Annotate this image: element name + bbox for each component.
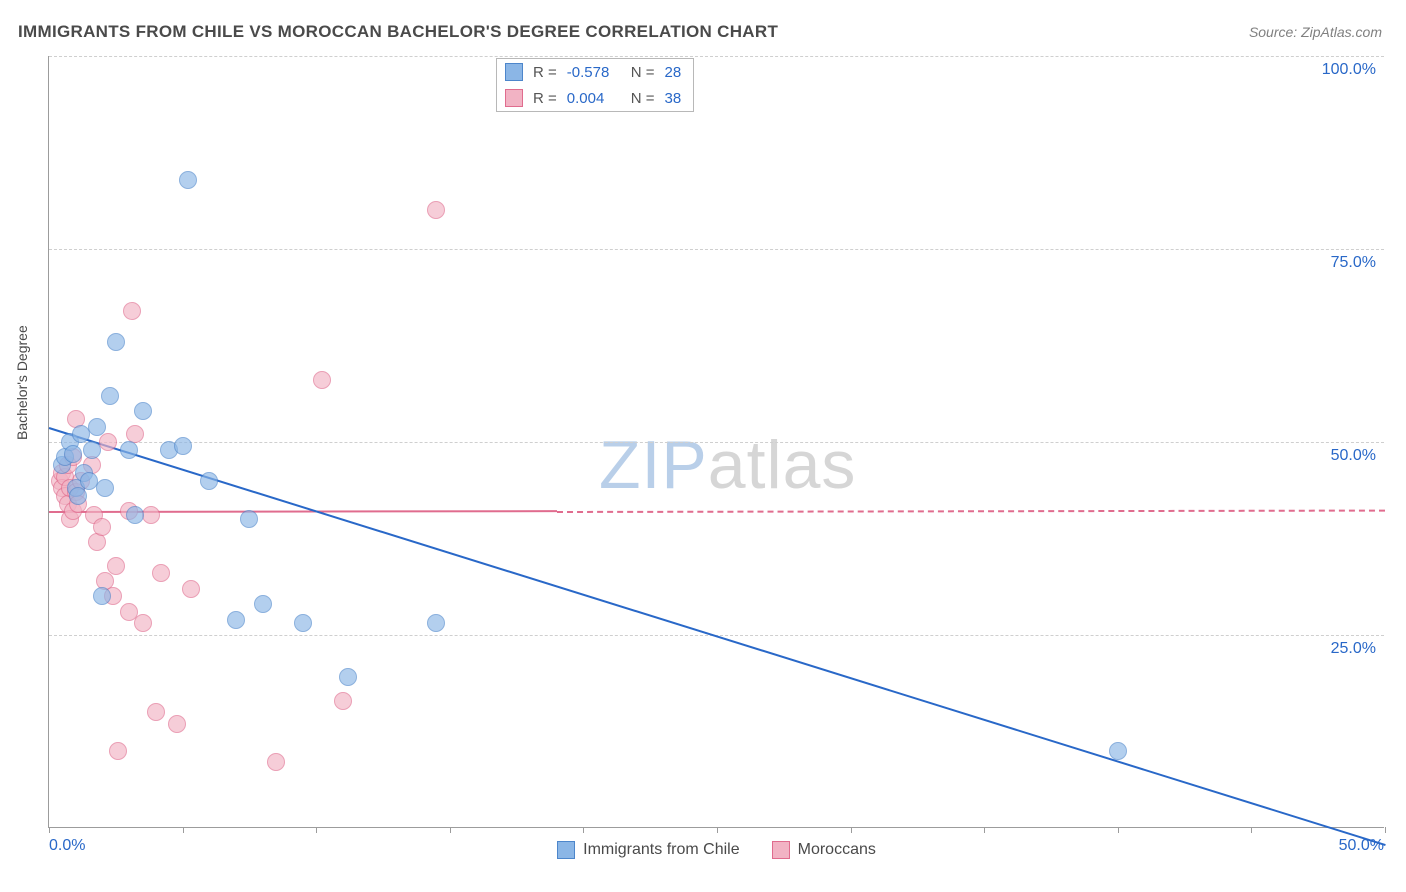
x-tick (1118, 827, 1119, 833)
data-point-chile (339, 668, 357, 686)
y-tick-label: 50.0% (1323, 447, 1376, 465)
watermark-atlas: atlas (708, 427, 857, 503)
chart-title: IMMIGRANTS FROM CHILE VS MOROCCAN BACHEL… (18, 22, 778, 42)
data-point-chile (134, 402, 152, 420)
data-point-chile (200, 472, 218, 490)
data-point-chile (179, 171, 197, 189)
data-point-moroccans (123, 302, 141, 320)
data-point-moroccans (182, 580, 200, 598)
data-point-moroccans (147, 703, 165, 721)
legend-swatch (772, 841, 790, 859)
y-axis-label: Bachelor's Degree (14, 325, 30, 440)
data-point-chile (88, 418, 106, 436)
data-point-chile (427, 614, 445, 632)
legend-swatch (505, 89, 523, 107)
gridline-h (49, 56, 1384, 57)
data-point-moroccans (109, 742, 127, 760)
x-tick (49, 827, 50, 833)
data-point-chile (69, 487, 87, 505)
series-legend-item: Immigrants from Chile (557, 841, 739, 859)
legend-swatch (557, 841, 575, 859)
x-tick (183, 827, 184, 833)
source-attribution: Source: ZipAtlas.com (1249, 24, 1382, 40)
series-legend: Immigrants from Chile Moroccans (49, 841, 1384, 859)
data-point-chile (126, 506, 144, 524)
x-tick-label: 50.0% (1339, 837, 1384, 855)
x-tick (583, 827, 584, 833)
y-tick-label: 100.0% (1314, 61, 1376, 79)
legend-r-value: -0.578 (567, 64, 621, 81)
data-point-chile (120, 441, 138, 459)
data-point-moroccans (88, 533, 106, 551)
series-legend-label: Immigrants from Chile (583, 841, 739, 859)
x-tick (316, 827, 317, 833)
x-tick (1251, 827, 1252, 833)
legend-n-label: N = (631, 90, 655, 107)
x-tick (984, 827, 985, 833)
data-point-chile (96, 479, 114, 497)
data-point-moroccans (313, 371, 331, 389)
correlation-legend-row: R = 0.004 N = 38 (497, 85, 693, 111)
data-point-moroccans (152, 564, 170, 582)
x-tick (450, 827, 451, 833)
x-tick (851, 827, 852, 833)
watermark: ZIPatlas (599, 426, 856, 504)
data-point-moroccans (134, 614, 152, 632)
data-point-moroccans (168, 715, 186, 733)
data-point-moroccans (427, 201, 445, 219)
data-point-chile (254, 595, 272, 613)
watermark-zip: ZIP (599, 427, 708, 503)
x-tick-label: 0.0% (49, 837, 85, 855)
series-legend-label: Moroccans (798, 841, 876, 859)
legend-r-label: R = (533, 90, 557, 107)
data-point-chile (107, 333, 125, 351)
legend-r-label: R = (533, 64, 557, 81)
correlation-legend: R = -0.578 N = 28 R = 0.004 N = 38 (496, 58, 694, 112)
data-point-chile (64, 445, 82, 463)
legend-r-value: 0.004 (567, 90, 621, 107)
legend-n-value: 38 (665, 90, 682, 107)
y-tick-label: 25.0% (1323, 640, 1376, 658)
data-point-moroccans (99, 433, 117, 451)
correlation-legend-row: R = -0.578 N = 28 (497, 59, 693, 85)
data-point-moroccans (267, 753, 285, 771)
y-tick-label: 75.0% (1323, 254, 1376, 272)
series-legend-item: Moroccans (772, 841, 876, 859)
data-point-chile (240, 510, 258, 528)
x-tick (1385, 827, 1386, 833)
data-point-chile (294, 614, 312, 632)
data-point-chile (227, 611, 245, 629)
legend-n-value: 28 (665, 64, 682, 81)
data-point-chile (1109, 742, 1127, 760)
data-point-moroccans (334, 692, 352, 710)
x-tick (717, 827, 718, 833)
data-point-moroccans (142, 506, 160, 524)
data-point-moroccans (93, 518, 111, 536)
data-point-chile (101, 387, 119, 405)
data-point-chile (93, 587, 111, 605)
data-point-chile (83, 441, 101, 459)
trendline-dashed (557, 509, 1385, 512)
data-point-chile (174, 437, 192, 455)
legend-n-label: N = (631, 64, 655, 81)
legend-swatch (505, 63, 523, 81)
gridline-h (49, 249, 1384, 250)
chart-plot-area: ZIPatlas R =-0.578N =28R =0.004N =38 Imm… (48, 56, 1384, 828)
data-point-moroccans (107, 557, 125, 575)
gridline-h (49, 442, 1384, 443)
